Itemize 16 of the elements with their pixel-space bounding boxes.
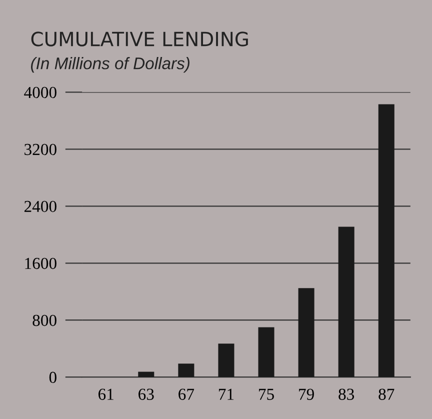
x-tick-label: 87 (378, 388, 394, 400)
y-tick-label: 1600 (25, 258, 56, 270)
y-tick-label: 2400 (24, 200, 56, 212)
x-tick-label: 63 (138, 388, 154, 400)
chart-subtitle: (In Millions of Dollars) (31, 57, 190, 73)
x-tick-label: 79 (299, 388, 314, 400)
x-tick-label: 75 (259, 388, 274, 400)
x-tick-label: 61 (98, 388, 114, 400)
x-tick-label: 83 (338, 388, 354, 400)
x-tick-label: 71 (218, 388, 234, 400)
x-tick-label: 67 (178, 388, 194, 400)
y-tick-label: 0 (49, 372, 56, 384)
y-tick-label: 3200 (24, 144, 56, 156)
y-tick-label: 4000 (24, 86, 56, 98)
y-tick-label: 800 (32, 314, 56, 326)
chart-title: CUMULATIVE LENDING (31, 32, 248, 46)
